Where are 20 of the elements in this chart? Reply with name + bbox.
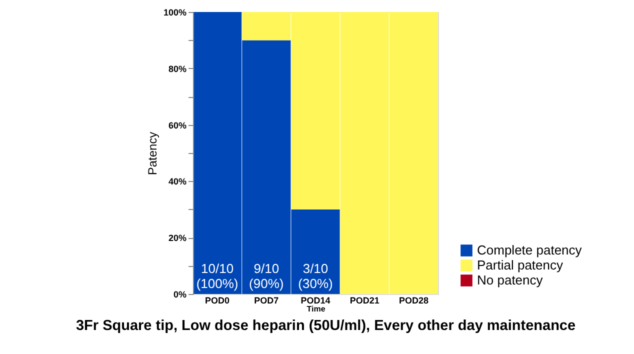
data-label: 10/10 (100%) <box>196 261 238 291</box>
y-tick-label: 40% <box>168 176 186 187</box>
y-tick-label: 60% <box>168 120 186 130</box>
legend-label: Partial patency <box>477 258 564 272</box>
data-label: 3/10 (30%) <box>298 261 333 291</box>
y-tick-label: 100% <box>163 8 186 18</box>
data-label: 9/10 (90%) <box>249 261 284 291</box>
legend-label: No patency <box>477 272 544 288</box>
y-tick-label: 20% <box>168 233 186 244</box>
text: 3Fr Square tip, Low dose heparin (50U/ml), Every other day maintenance <box>76 318 576 334</box>
y-axis-title: Patency <box>145 132 160 176</box>
y-tick-label: 0% <box>173 290 186 300</box>
x-tick-label: POD28 <box>398 296 428 306</box>
x-tick-label: POD7 <box>254 296 279 306</box>
x-tick-label: POD21 <box>350 296 380 306</box>
x-tick-label: POD0 <box>205 296 230 306</box>
x-axis-title: Time <box>306 304 326 314</box>
x-tick-label: POD14 <box>300 296 330 306</box>
y-tick-label: 80% <box>168 64 186 74</box>
legend-label: Complete patency <box>477 242 582 258</box>
